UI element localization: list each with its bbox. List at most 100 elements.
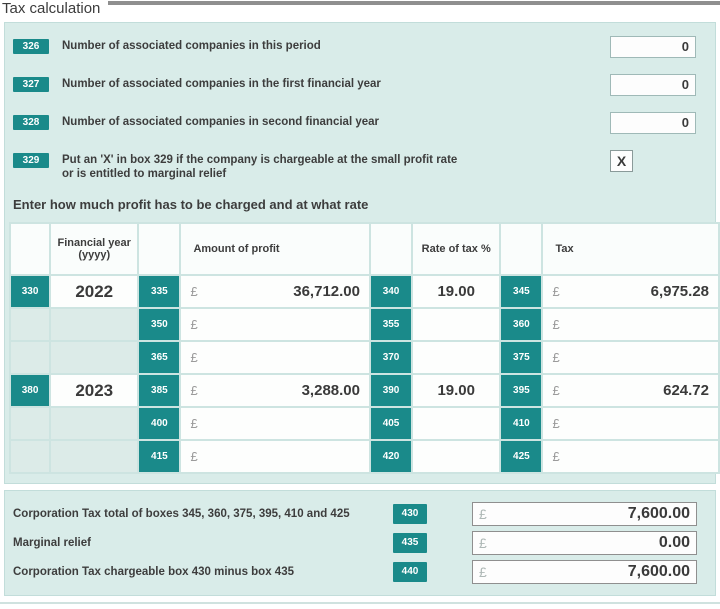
table-row-415: 415 £ 420 425 £ [11, 441, 718, 472]
box-355-tag: 355 [370, 309, 412, 340]
box-430-label: Corporation Tax total of boxes 345, 360,… [13, 508, 350, 520]
pound-icon: £ [552, 284, 560, 299]
box-329-label-line1: Put an 'X' in box 329 if the company is … [62, 154, 458, 166]
box-329-label: Put an 'X' in box 329 if the company is … [62, 150, 610, 181]
title-divider [108, 1, 720, 5]
pound-icon: £ [552, 449, 560, 464]
box-440-total-field: £ 7,600.00 [472, 560, 697, 584]
header-spacer-cell [139, 224, 180, 274]
box-335-amount-field[interactable]: £36,712.00 [181, 276, 369, 307]
box-385-tag: 385 [139, 375, 180, 406]
pound-icon: £ [479, 564, 487, 580]
table-row-350: 350 £ 355 360 £ [11, 309, 718, 340]
box-390-rate-field[interactable]: 19.00 [413, 375, 500, 406]
box-340-tag: 340 [370, 276, 412, 307]
box-326-input[interactable]: 0 [610, 36, 696, 58]
amount-value: 36,712.00 [293, 283, 360, 300]
page-header: Tax calculation [0, 0, 720, 21]
box-415-amount-field[interactable]: £ [181, 441, 369, 472]
box-365-amount-field[interactable]: £ [181, 342, 369, 373]
row-box-326: 326 Number of associated companies in th… [8, 36, 712, 58]
box-410-tag: 410 [501, 408, 542, 439]
box-435-tag: 435 [393, 533, 427, 553]
pound-icon: £ [479, 506, 487, 522]
table-row-400: 400 £ 405 410 £ [11, 408, 718, 439]
pound-icon: £ [190, 284, 198, 299]
box-440-value: 7,600.00 [627, 563, 690, 580]
box-440-tag: 440 [393, 562, 427, 582]
table-row-330: 330 2022 335 £36,712.00 340 19.00 345 £6… [11, 276, 718, 307]
pound-icon: £ [479, 535, 487, 551]
row-box-329: 329 Put an 'X' in box 329 if the company… [8, 150, 712, 181]
box-420-rate-field[interactable] [413, 441, 500, 472]
header-tax: Tax [543, 224, 718, 274]
box-327-input[interactable]: 0 [610, 74, 696, 96]
box-360-tax-field[interactable]: £ [543, 309, 718, 340]
pound-icon: £ [190, 350, 198, 365]
box-415-tag: 415 [139, 441, 180, 472]
table-row-365: 365 £ 370 375 £ [11, 342, 718, 373]
pound-icon: £ [190, 416, 198, 431]
box-328-input[interactable]: 0 [610, 112, 696, 134]
page-title: Tax calculation [2, 0, 101, 17]
box-410-tax-field[interactable]: £ [543, 408, 718, 439]
box-370-rate-field[interactable] [413, 342, 500, 373]
box-330-tag: 330 [11, 276, 50, 307]
blank-cell [11, 441, 50, 472]
header-spacer-cell [501, 224, 542, 274]
pound-icon: £ [552, 350, 560, 365]
box-340-rate-field[interactable]: 19.00 [413, 276, 500, 307]
pound-icon: £ [190, 317, 198, 332]
corporation-tax-totals-panel: Corporation Tax total of boxes 345, 360,… [4, 490, 716, 596]
box-395-tag: 395 [501, 375, 542, 406]
box-400-amount-field[interactable]: £ [181, 408, 369, 439]
box-385-amount-field[interactable]: £3,288.00 [181, 375, 369, 406]
box-440-label: Corporation Tax chargeable box 430 minus… [13, 566, 294, 578]
tax-value: 624.72 [663, 382, 709, 399]
box-330-year-field[interactable]: 2022 [51, 276, 138, 307]
box-435-total-field: £ 0.00 [472, 531, 697, 555]
box-335-tag: 335 [139, 276, 180, 307]
box-390-tag: 390 [370, 375, 412, 406]
blank-cell [51, 342, 138, 373]
row-box-440: Corporation Tax chargeable box 430 minus… [13, 559, 697, 585]
box-420-tag: 420 [370, 441, 412, 472]
table-row-380: 380 2023 385 £3,288.00 390 19.00 395 £62… [11, 375, 718, 406]
box-405-tag: 405 [370, 408, 412, 439]
box-360-tag: 360 [501, 309, 542, 340]
box-329-tag: 329 [13, 153, 49, 168]
header-spacer-cell [11, 224, 50, 274]
box-430-total-field: £ 7,600.00 [472, 502, 697, 526]
box-430-tag: 430 [393, 504, 427, 524]
blank-cell [11, 309, 50, 340]
row-box-430: Corporation Tax total of boxes 345, 360,… [13, 501, 697, 527]
box-380-year-field[interactable]: 2023 [51, 375, 138, 406]
box-375-tax-field[interactable]: £ [543, 342, 718, 373]
row-box-327: 327 Number of associated companies in th… [8, 74, 712, 96]
profit-section-heading: Enter how much profit has to be charged … [13, 197, 369, 212]
box-405-rate-field[interactable] [413, 408, 500, 439]
box-327-tag: 327 [13, 77, 49, 92]
box-395-tax-field[interactable]: £624.72 [543, 375, 718, 406]
box-350-amount-field[interactable]: £ [181, 309, 369, 340]
profit-table-header-row: Financial year (yyyy) Amount of profit R… [11, 224, 718, 274]
box-365-tag: 365 [139, 342, 180, 373]
box-350-tag: 350 [139, 309, 180, 340]
header-spacer-cell [370, 224, 412, 274]
bottom-divider [0, 602, 720, 604]
box-435-label: Marginal relief [13, 537, 91, 549]
tax-value: 6,975.28 [650, 283, 709, 300]
pound-icon: £ [552, 317, 560, 332]
pound-icon: £ [552, 416, 560, 431]
box-329-x-input[interactable]: X [610, 150, 633, 172]
box-380-tag: 380 [11, 375, 50, 406]
row-box-328: 328 Number of associated companies in se… [8, 112, 712, 134]
box-328-label: Number of associated companies in second… [62, 116, 379, 128]
box-425-tax-field[interactable]: £ [543, 441, 718, 472]
header-financial-year: Financial year (yyyy) [51, 224, 138, 274]
box-355-rate-field[interactable] [413, 309, 500, 340]
blank-cell [51, 441, 138, 472]
box-370-tag: 370 [370, 342, 412, 373]
box-345-tax-field[interactable]: £6,975.28 [543, 276, 718, 307]
blank-cell [11, 342, 50, 373]
